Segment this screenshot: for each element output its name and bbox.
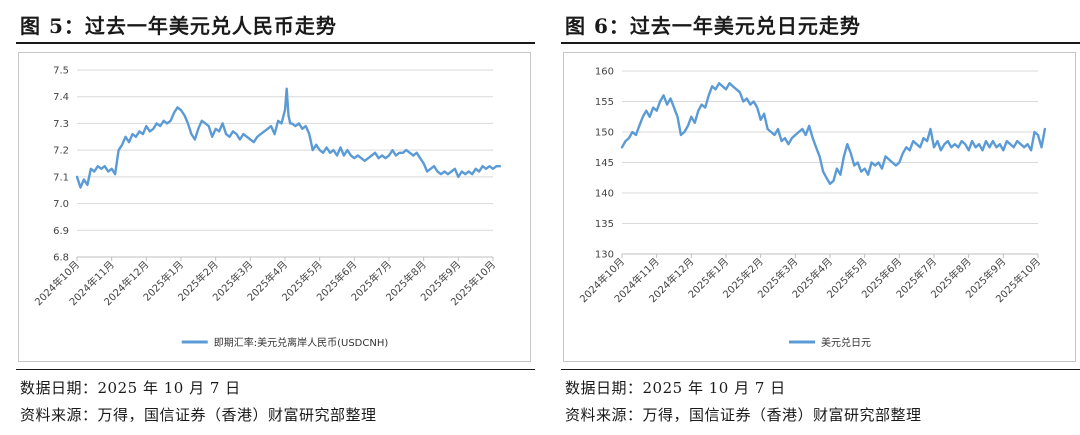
legend: 美元兑日元 <box>789 336 871 349</box>
y-tick-label: 135 <box>595 219 614 230</box>
usdjpy-line-chart: 160 155 150 145 140 135 1302024年10月2024年11月202… <box>577 67 1047 349</box>
figure-title: 图 5：过去一年美元兑人民币走势 <box>20 14 337 38</box>
footer-rule <box>16 369 535 370</box>
grid-lines <box>77 69 493 258</box>
y-tick-label: 150 <box>595 128 614 139</box>
data-source-note: 资料来源：万得，国信证券（香港）财富研究部整理 <box>565 406 922 424</box>
y-tick-label: 6.8 <box>53 253 69 264</box>
y-tick-label: 7.4 <box>53 92 69 103</box>
chart-frame-usdjpy: 160 155 150 145 140 135 130 2024年10月 2024年11月 202… <box>563 52 1076 362</box>
x-tick-labels: 2024年10月2024年11月2024年12月2025年1月2025年2月20… <box>32 257 498 308</box>
title-rule <box>16 42 535 44</box>
legend-label: 美元兑日元 <box>821 336 871 349</box>
y-tick-label: 7.0 <box>53 199 69 210</box>
x-tick-labels: 2024年10月2024年11月2024年12月2025年1月2025年2月20… <box>577 254 1043 305</box>
figure-panel-5: 图 5：过去一年美元兑人民币走势 7.5 7.4 7.3 7.2 7.1 7.0 6.9 6.… <box>16 0 535 435</box>
y-tick-label: 7.2 <box>53 146 69 157</box>
chart-frame-usdcnh: 7.5 7.4 7.3 7.2 7.1 7.0 6.9 6.8 2024年10月 2024年11月… <box>18 52 531 362</box>
title-rule <box>561 42 1080 44</box>
y-tick-label: 130 <box>595 250 614 261</box>
series-line <box>620 82 1047 186</box>
usdcnh-line-chart: 7.5 7.4 7.3 7.2 7.1 7.0 6.9 6.82024年10月2024年11月… <box>32 66 502 349</box>
figure-title: 图 6：过去一年美元兑日元走势 <box>565 14 861 38</box>
data-date-note: 数据日期：2025 年 10 月 7 日 <box>565 379 786 397</box>
y-tick-label: 7.1 <box>53 172 69 183</box>
y-tick-label: 160 <box>595 67 614 78</box>
series-line <box>75 87 502 189</box>
y-tick-label: 145 <box>595 158 614 169</box>
y-tick-label: 6.9 <box>53 226 69 237</box>
figure-panel-6: 图 6：过去一年美元兑日元走势 160 155 150 145 140 135 130 202… <box>561 0 1080 435</box>
footer-rule <box>561 369 1080 370</box>
grid-lines <box>622 70 1038 255</box>
y-tick-label: 155 <box>595 97 614 108</box>
legend-label: 即期汇率:美元兑离岸人民币(USDCNH) <box>214 336 389 349</box>
y-tick-label: 140 <box>595 189 614 200</box>
y-tick-labels: 160 155 150 145 140 135 130 <box>595 67 614 261</box>
data-date-note: 数据日期：2025 年 10 月 7 日 <box>20 379 241 397</box>
legend: 即期汇率:美元兑离岸人民币(USDCNH) <box>181 336 389 349</box>
y-tick-label: 7.3 <box>53 119 69 130</box>
y-tick-labels: 7.5 7.4 7.3 7.2 7.1 7.0 6.9 6.8 <box>53 66 69 264</box>
y-tick-label: 7.5 <box>53 66 69 77</box>
data-source-note: 资料来源：万得，国信证券（香港）财富研究部整理 <box>20 406 377 424</box>
